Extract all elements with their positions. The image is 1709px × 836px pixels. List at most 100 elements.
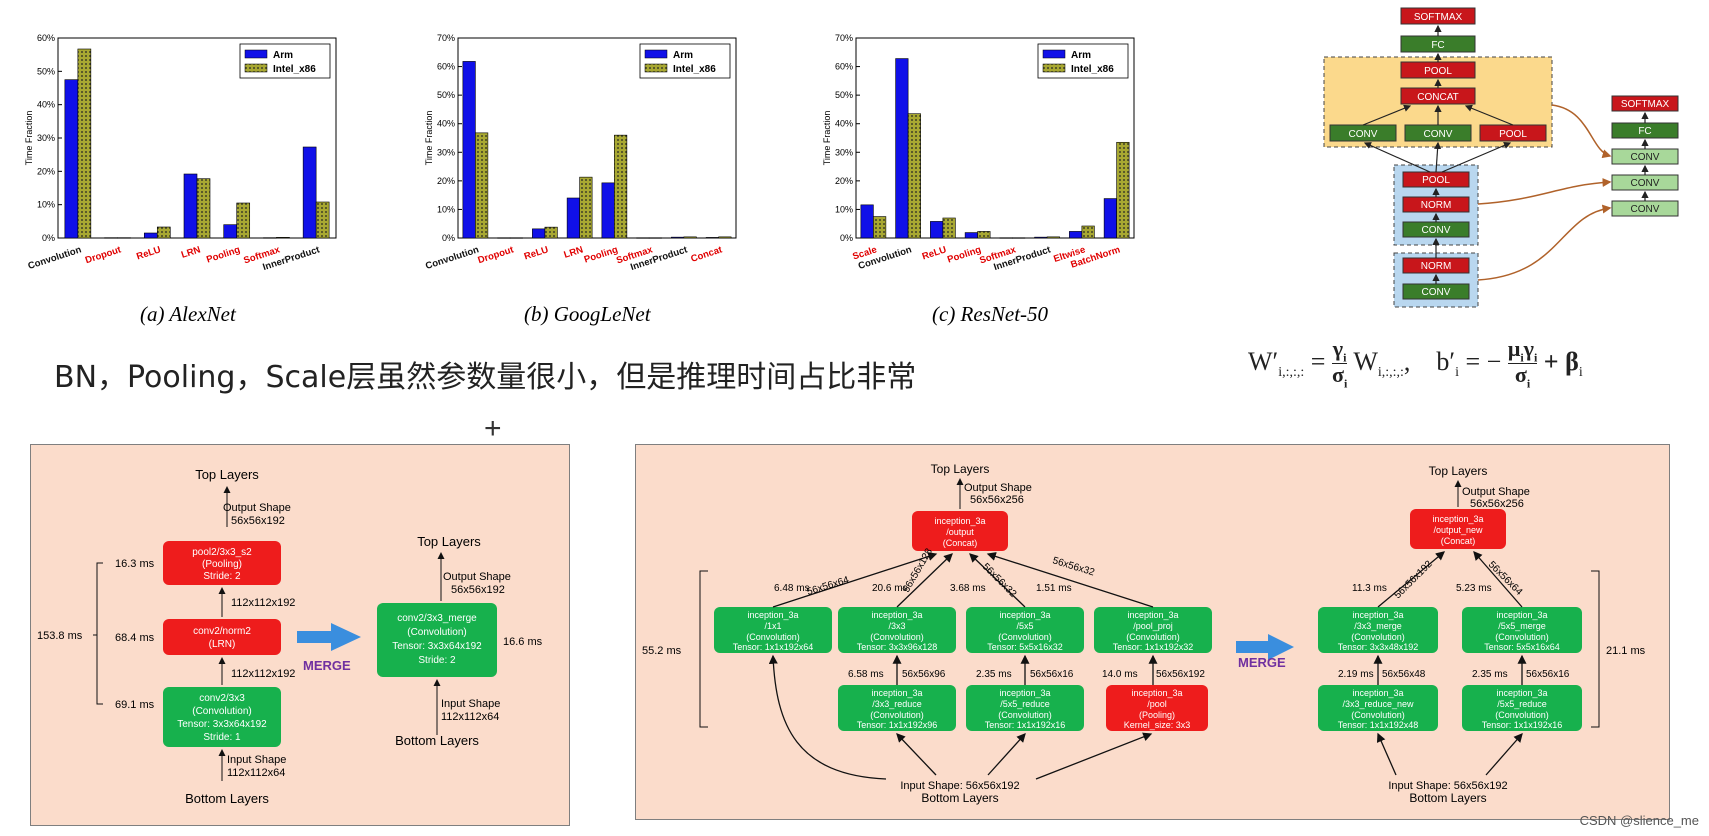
x-tick-label: ReLU <box>921 244 948 262</box>
bar-intel-x86-pooling <box>977 231 991 239</box>
bar-arm-softmax <box>636 237 650 239</box>
svg-text:/pool_proj: /pool_proj <box>1133 621 1173 631</box>
svg-text:Tensor: 5x5x16x64: Tensor: 5x5x16x64 <box>1484 642 1560 652</box>
bar-arm-pooling <box>964 232 978 239</box>
y-tick-label: 40% <box>37 100 55 110</box>
y-tick-label: 20% <box>37 166 55 176</box>
caption-googlenet: (b) GoogLeNet <box>524 302 651 326</box>
svg-text:/output_new: /output_new <box>1433 525 1483 535</box>
bar-arm-innerproduct <box>671 236 685 239</box>
svg-text:Tensor: 3x3x48x192: Tensor: 3x3x48x192 <box>1338 642 1419 652</box>
bar-intel-x86-scale <box>873 216 887 239</box>
watermark: CSDN @slience_me <box>1579 813 1699 828</box>
svg-text:(Convolution): (Convolution) <box>192 706 251 717</box>
bar-arm-convolution <box>64 79 79 239</box>
svg-text:Tensor: 1x1x192x96: Tensor: 1x1x192x96 <box>857 720 938 730</box>
svg-text:inception_3a: inception_3a <box>747 610 798 620</box>
node-p4: inception_3a/pool(Pooling)Kernel_size: 3… <box>1106 685 1208 731</box>
time-p4: 14.0 ms <box>1102 669 1138 680</box>
bar-intel-x86-pooling <box>236 202 251 239</box>
x-tick-label: LRN <box>180 244 202 261</box>
merged-output-dims: 56x56x192 <box>451 584 505 596</box>
time-pool: 16.3 ms <box>115 558 155 570</box>
y-axis-label: Time Fraction <box>424 111 434 166</box>
svg-text:POOL: POOL <box>1424 66 1452 77</box>
merged-top-layers: Top Layers <box>1429 464 1488 478</box>
svg-text:(Convolution): (Convolution) <box>870 710 924 720</box>
y-tick-label: 0% <box>42 233 55 243</box>
output-shape-label: Output Shape <box>223 502 291 514</box>
merge-arrow <box>1236 634 1294 660</box>
node-lower-pool: POOL <box>1402 171 1470 188</box>
bar-arm-pooling <box>223 224 238 239</box>
node-output-new-concat: inception_3a /output_new (Concat) <box>1410 509 1506 549</box>
structure-arrows <box>1362 24 1649 284</box>
inception-structure-diagram: SOFTMAX FC POOL CONCAT CONV CONV POOL PO… <box>1323 7 1679 308</box>
bar-arm-relu <box>143 232 158 239</box>
dim-b3: 56x56x32 <box>980 561 1019 600</box>
x-tick-label: Dropout <box>84 244 123 266</box>
bar-arm-dropout <box>497 237 511 239</box>
node-pool-top: POOL <box>1400 61 1476 79</box>
svg-text:/5x5: /5x5 <box>1016 621 1033 631</box>
svg-text:/5x5_merge: /5x5_merge <box>1498 621 1546 631</box>
bar-arm-innerproduct <box>302 146 317 239</box>
node-b2: inception_3a/3x3(Convolution)Tensor: 3x3… <box>838 607 956 653</box>
caption-alexnet: (a) AlexNet <box>140 302 236 326</box>
bar-arm-lrn <box>183 173 198 239</box>
merged-top-layers: Top Layers <box>417 534 481 549</box>
node-b1: inception_3a/1x1(Convolution)Tensor: 1x1… <box>714 607 832 653</box>
node-n1: inception_3a/3x3_reduce_new(Convolution)… <box>1318 685 1438 731</box>
node-lower-conv: CONV <box>1402 221 1470 238</box>
svg-text:CONCAT: CONCAT <box>1417 92 1458 103</box>
chart-googlenet: Time Fraction 0% 10% 20% 30% 40% 50% 60% 70% Conv… <box>424 33 737 273</box>
y-tick-label: 70% <box>835 33 853 43</box>
legend-label: Intel_x86 <box>673 64 716 75</box>
y-tick-label: 60% <box>835 62 853 72</box>
svg-text:(Convolution): (Convolution) <box>746 632 800 642</box>
x-tick-label: Concat <box>690 244 725 265</box>
y-tick-label: 20% <box>835 176 853 186</box>
svg-text:POOL: POOL <box>1499 129 1527 140</box>
svg-text:conv2/norm2: conv2/norm2 <box>193 626 251 637</box>
time-n2: 2.35 ms <box>1472 669 1508 680</box>
node-output-concat: inception_3a /output (Concat) <box>912 511 1008 551</box>
node-r2: inception_3a/3x3_reduce(Convolution)Tens… <box>838 685 956 731</box>
merged-output-shape: Output Shape <box>443 571 511 583</box>
node-r3: inception_3a/5x5_reduce(Convolution)Tens… <box>966 685 1084 731</box>
dim-m2: 56x56x64 <box>1486 559 1525 598</box>
y-axis-label: Time Fraction <box>822 111 832 166</box>
x-tick-label: ReLU <box>135 244 162 262</box>
node-right-conv-3: CONV <box>1611 200 1679 217</box>
legend-label: Arm <box>273 50 293 61</box>
x-tick-label: LRN <box>563 244 585 261</box>
merged-bottom-layers: Bottom Layers <box>1409 791 1486 805</box>
node-right-fc: FC <box>1611 122 1679 139</box>
y-tick-label: 60% <box>437 62 455 72</box>
dim-conv-to-norm: 112x112x192 <box>231 668 295 680</box>
svg-text:(Convolution): (Convolution) <box>870 632 924 642</box>
bar-arm-relu <box>930 221 944 239</box>
node-lower-norm: NORM <box>1402 196 1470 213</box>
svg-text:SOFTMAX: SOFTMAX <box>1621 99 1670 110</box>
bar-intel-x86-innerproduct <box>315 201 330 239</box>
svg-text:Stride: 1: Stride: 1 <box>203 732 241 743</box>
node-norm2: conv2/norm2 (LRN) <box>163 619 281 655</box>
y-tick-label: 50% <box>835 90 853 100</box>
svg-text:inception_3a: inception_3a <box>1432 514 1483 524</box>
y-axis-label: Time Fraction <box>24 111 34 166</box>
input-shape-label: Input Shape <box>227 754 286 766</box>
node-b3: inception_3a/5x5(Convolution)Tensor: 5x5… <box>966 607 1084 653</box>
y-tick-label: 0% <box>442 233 455 243</box>
y-tick-label: 30% <box>37 133 55 143</box>
plus-mark: + <box>484 412 502 445</box>
svg-text:(Concat): (Concat) <box>943 538 978 548</box>
bar-arm-convolution <box>462 61 476 239</box>
svg-text:/5x5_reduce: /5x5_reduce <box>1497 699 1547 709</box>
bottom-layers-label: Bottom Layers <box>921 791 998 805</box>
svg-text:FC: FC <box>1638 126 1651 137</box>
node-right-softmax: SOFTMAX <box>1611 95 1679 112</box>
svg-text:(Convolution): (Convolution) <box>1495 632 1549 642</box>
x-tick-label: Pooling <box>583 244 620 265</box>
dim-r2: 56x56x96 <box>902 669 946 680</box>
